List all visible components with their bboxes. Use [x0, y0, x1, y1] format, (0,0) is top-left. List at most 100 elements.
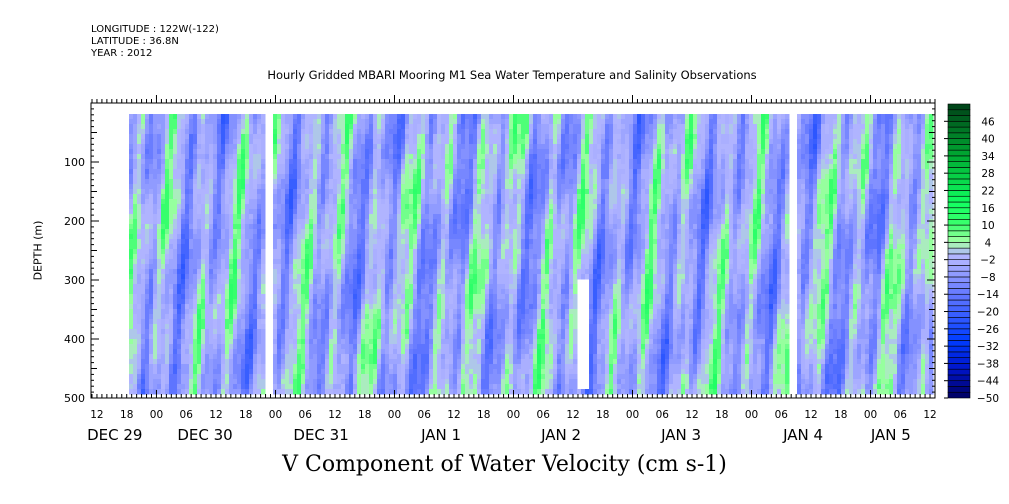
- heatmap-cell: [181, 264, 186, 270]
- x-axis-label: V Component of Water Velocity (cm s-1): [282, 452, 727, 477]
- heatmap-cell: [369, 349, 374, 355]
- heatmap-cell: [189, 364, 194, 370]
- heatmap-cell: [389, 374, 394, 380]
- heatmap-cell: [401, 194, 406, 200]
- heatmap-cell: [141, 299, 146, 305]
- heatmap-cell: [449, 174, 454, 180]
- heatmap-cell: [373, 199, 378, 205]
- heatmap-cell: [489, 149, 494, 155]
- heatmap-cell: [157, 329, 162, 335]
- heatmap-cell: [461, 119, 466, 125]
- heatmap-cell: [481, 144, 486, 150]
- heatmap-cell: [365, 264, 370, 270]
- heatmap-cell: [341, 214, 346, 220]
- heatmap-cell: [309, 379, 314, 385]
- heatmap-cell: [341, 344, 346, 350]
- heatmap-cell: [305, 229, 310, 235]
- heatmap-cell: [165, 314, 170, 320]
- heatmap-cell: [317, 274, 322, 280]
- heatmap-cell: [321, 234, 326, 240]
- heatmap-cell: [417, 284, 422, 290]
- heatmap-cell: [173, 309, 178, 315]
- heatmap-cell: [193, 154, 198, 160]
- heatmap-cell: [165, 294, 170, 300]
- heatmap-cell: [325, 269, 330, 275]
- heatmap-cell: [169, 129, 174, 135]
- heatmap-cell: [293, 309, 298, 315]
- heatmap-cell: [165, 194, 170, 200]
- heatmap-cell: [225, 204, 230, 210]
- heatmap-cell: [205, 319, 210, 325]
- heatmap-cell: [397, 259, 402, 265]
- heatmap-cell: [325, 384, 330, 390]
- heatmap-cell: [205, 259, 210, 265]
- heatmap-cell: [281, 279, 286, 285]
- heatmap-cell: [317, 144, 322, 150]
- heatmap-cell: [477, 369, 482, 375]
- heatmap-cell: [313, 269, 318, 275]
- heatmap-cell: [473, 374, 478, 380]
- heatmap-cell: [293, 134, 298, 140]
- heatmap-cell: [165, 249, 170, 255]
- heatmap-cell: [409, 264, 414, 270]
- heatmap-cell: [177, 249, 182, 255]
- heatmap-cell: [409, 219, 414, 225]
- heatmap-cell: [253, 374, 258, 380]
- heatmap-cell: [329, 249, 334, 255]
- heatmap-cell: [325, 124, 330, 130]
- heatmap-cell: [221, 214, 226, 220]
- heatmap-cell: [185, 244, 190, 250]
- heatmap-cell: [397, 134, 402, 140]
- heatmap-cell: [165, 309, 170, 315]
- heatmap-cell: [157, 129, 162, 135]
- heatmap-cell: [453, 269, 458, 275]
- heatmap-cell: [209, 134, 214, 140]
- heatmap-cell: [149, 194, 154, 200]
- heatmap-cell: [289, 274, 294, 280]
- heatmap-cell: [489, 224, 494, 230]
- heatmap-cell: [197, 284, 202, 290]
- heatmap-cell: [277, 239, 282, 245]
- heatmap-cell: [361, 249, 366, 255]
- heatmap-cell: [385, 354, 390, 360]
- heatmap-cell: [357, 119, 362, 125]
- heatmap-cell: [489, 129, 494, 135]
- heatmap-cell: [149, 124, 154, 130]
- heatmap-cell: [321, 194, 326, 200]
- heatmap-cell: [325, 364, 330, 370]
- heatmap-cell: [205, 159, 210, 165]
- heatmap-cell: [201, 299, 206, 305]
- heatmap-cell: [397, 369, 402, 375]
- heatmap-cell: [325, 164, 330, 170]
- heatmap-cell: [145, 284, 150, 290]
- heatmap-cell: [253, 249, 258, 255]
- heatmap-cell: [221, 289, 226, 295]
- heatmap-cell: [257, 139, 262, 145]
- heatmap-cell: [417, 144, 422, 150]
- heatmap-cell: [381, 349, 386, 355]
- heatmap-cell: [369, 229, 374, 235]
- heatmap-cell: [481, 149, 486, 155]
- heatmap-cell: [437, 364, 442, 370]
- heatmap-cell: [353, 114, 358, 120]
- heatmap-cell: [225, 239, 230, 245]
- heatmap-cell: [429, 279, 434, 285]
- heatmap-cell: [137, 349, 142, 355]
- heatmap-cell: [201, 354, 206, 360]
- heatmap-cell: [385, 339, 390, 345]
- heatmap-cell: [185, 334, 190, 340]
- heatmap-cell: [377, 249, 382, 255]
- heatmap-cell: [145, 359, 150, 365]
- heatmap-cell: [325, 139, 330, 145]
- heatmap-cell: [485, 244, 490, 250]
- heatmap-cell: [321, 184, 326, 190]
- heatmap-cell: [253, 114, 258, 120]
- heatmap-cell: [193, 324, 198, 330]
- heatmap-cell: [489, 349, 494, 355]
- heatmap-cell: [461, 199, 466, 205]
- heatmap-cell: [489, 344, 494, 350]
- heatmap-cell: [457, 224, 462, 230]
- heatmap-cell: [349, 174, 354, 180]
- heatmap-cell: [329, 284, 334, 290]
- heatmap-cell: [405, 304, 410, 310]
